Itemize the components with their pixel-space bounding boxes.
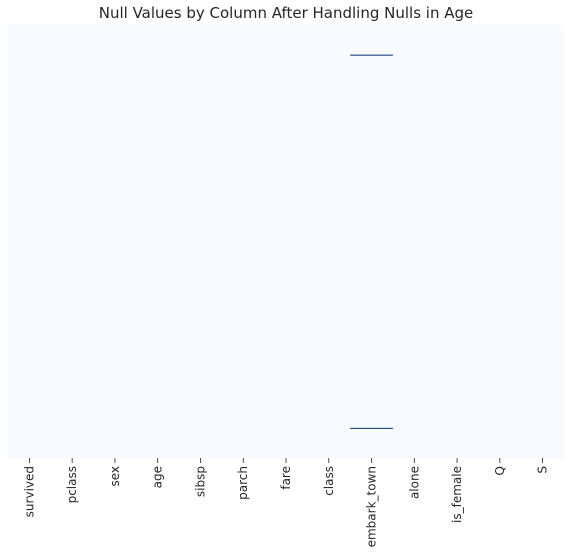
heatmap-background bbox=[8, 25, 564, 458]
null-cell-embark_town bbox=[350, 54, 393, 56]
x-axis: survived pclass sex age sibsp parch fare class e… bbox=[22, 458, 550, 547]
x-tick-label: Q bbox=[493, 466, 507, 475]
x-tick-label: survived bbox=[22, 466, 36, 517]
x-tick-label: is_female bbox=[450, 466, 464, 523]
x-tick-label: pclass bbox=[65, 466, 79, 503]
plot-area bbox=[8, 25, 564, 458]
x-tick-label: S bbox=[536, 466, 550, 474]
x-tick-label: sex bbox=[108, 466, 122, 487]
x-tick-label: embark_town bbox=[365, 466, 379, 547]
chart-title: Null Values by Column After Handling Nul… bbox=[99, 4, 474, 22]
x-tick-label: age bbox=[151, 466, 165, 488]
x-tick-label: fare bbox=[279, 466, 293, 490]
x-tick-label: parch bbox=[236, 466, 250, 500]
null-cell-embark_town bbox=[350, 427, 393, 429]
x-tick-label: class bbox=[322, 466, 336, 496]
x-tick-label: alone bbox=[407, 466, 421, 499]
x-tick-label: sibsp bbox=[193, 466, 207, 497]
